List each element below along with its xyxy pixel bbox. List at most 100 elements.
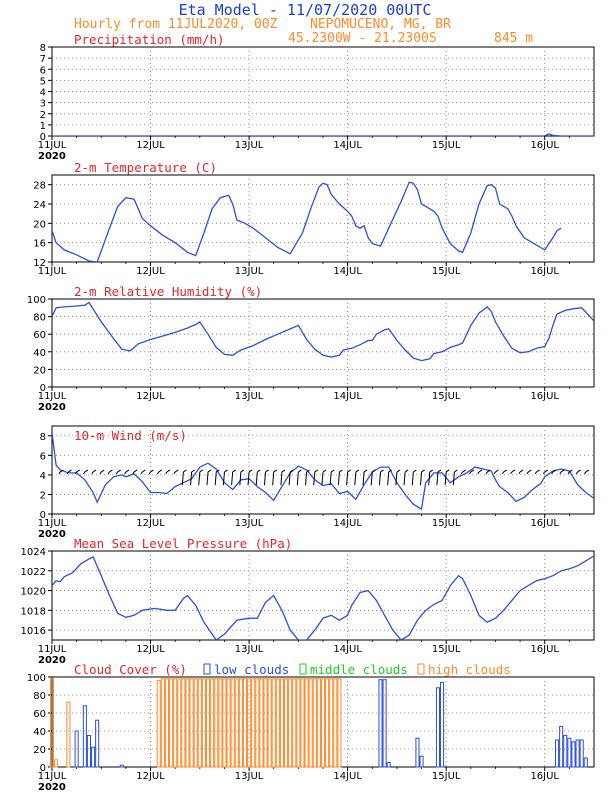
y-tick-label: 5: [40, 76, 46, 87]
x-tick-label: 14JUL: [333, 771, 362, 782]
wind-barb-flag: [92, 469, 97, 473]
wind-barb-flag: [339, 469, 343, 473]
wind-barb: [452, 471, 455, 486]
x-tick-label: 13JUL: [235, 391, 264, 402]
wind-barb: [387, 471, 390, 486]
wind-barb: [140, 471, 143, 475]
x-tick-label: 12JUL: [136, 644, 165, 655]
cloud-bar: [316, 678, 321, 768]
cloud-bar: [238, 678, 243, 768]
wind-barb: [419, 471, 423, 486]
x-tick-label: 15JUL: [432, 518, 461, 529]
wind-barb: [255, 471, 258, 486]
x-tick-label: 11JUL: [38, 391, 67, 402]
wind-barb-flag: [125, 469, 130, 473]
wind-barb-flag: [470, 469, 475, 473]
cloud-bar: [49, 678, 55, 768]
cloud-bar: [177, 678, 182, 768]
wind-barb-flag: [298, 469, 302, 473]
y-tick-label: 2: [40, 490, 46, 501]
cloud-bar: [435, 687, 441, 768]
cloud-bar: [563, 735, 568, 768]
panel-title: Cloud Cover (%): [74, 662, 187, 677]
x-tick-label: 11JUL: [38, 771, 67, 782]
x-tick-label: 15JUL: [432, 771, 461, 782]
wind-barb: [272, 471, 275, 486]
year-label: 2020: [38, 655, 66, 666]
cloud-bar: [230, 678, 235, 768]
cloud-bar: [567, 737, 572, 768]
cloud-bar: [386, 762, 391, 768]
wind-barb: [485, 471, 488, 475]
wind-barb: [66, 471, 69, 475]
x-tick-label: 13JUL: [235, 518, 264, 529]
wind-barb: [280, 471, 283, 486]
temp-line: [52, 181, 562, 262]
y-tick-label: 8: [40, 43, 46, 54]
wind-barb: [99, 471, 102, 475]
x-tick-label: 11JUL: [38, 518, 67, 529]
cloud-bar: [292, 678, 297, 768]
cloud-bar: [82, 705, 87, 768]
legend-swatch: [203, 663, 211, 675]
y-tick-label: 12: [33, 258, 46, 269]
wind-barb: [296, 471, 299, 486]
cloud-bar: [210, 678, 215, 768]
cloud-bar: [234, 678, 239, 768]
cloud-bar: [74, 730, 79, 768]
y-tick-label: 0: [40, 510, 46, 521]
wind-barb: [288, 471, 291, 486]
cloud-bar: [333, 678, 338, 768]
wind-barb: [206, 471, 209, 486]
cloud-bar: [267, 678, 272, 768]
cloud-bar: [214, 678, 219, 768]
wind-barb: [198, 471, 201, 486]
y-tick-label: 3: [40, 99, 46, 110]
wind-barb-flag: [511, 469, 516, 473]
wind-barb-flag: [150, 469, 154, 473]
wind-barb: [83, 471, 86, 475]
panel-title: 10-m Wind (m/s): [74, 428, 187, 443]
wind-barb-flag: [429, 469, 434, 473]
cloud-bar: [271, 678, 276, 768]
cloud-bar: [263, 678, 268, 768]
y-tick-label: 28: [33, 181, 46, 192]
cloud-bar: [226, 678, 231, 768]
wind-barb-flag: [84, 469, 89, 473]
wind-barb-flag: [207, 469, 212, 473]
legend-swatch: [417, 663, 425, 675]
legend-label: middle clouds: [310, 662, 408, 677]
wind-barb-flag: [240, 469, 245, 473]
wind-barb-flag: [478, 469, 483, 473]
y-tick-label: 6: [40, 65, 46, 76]
year-label: 2020: [38, 402, 66, 413]
cloud-bar: [571, 741, 576, 768]
wind-barb-flag: [306, 469, 310, 473]
cloud-bar: [193, 678, 198, 768]
precip-line: [52, 133, 594, 136]
wind-barb-flag: [577, 469, 581, 473]
panel-title: Precipitation (mm/h): [74, 32, 225, 47]
wind-barb: [501, 471, 505, 475]
cloud-bar: [337, 678, 342, 768]
y-tick-label: 80: [33, 313, 46, 324]
wind-barb-flag: [437, 469, 442, 473]
wind-barb-flag: [454, 469, 458, 473]
cloud-bar: [189, 678, 194, 768]
cloud-bar: [296, 678, 301, 768]
wind-barb: [337, 471, 340, 486]
cloud-bar: [555, 739, 560, 768]
wind-barb: [559, 471, 562, 475]
y-tick-label: 20: [33, 219, 46, 230]
cloud-bar: [242, 678, 248, 768]
wind-barb: [313, 471, 316, 486]
wind-barb: [329, 471, 332, 486]
location-label: NEPOMUCENO, MG, BR: [310, 17, 451, 32]
cloud-bar: [86, 735, 91, 768]
cloud-bar: [382, 679, 387, 768]
wind-barb-flag: [191, 469, 195, 473]
wind-barb: [510, 471, 513, 475]
wind-barb: [321, 471, 324, 486]
wind-barb-flag: [289, 469, 294, 473]
wind-barb-flag: [421, 469, 425, 473]
